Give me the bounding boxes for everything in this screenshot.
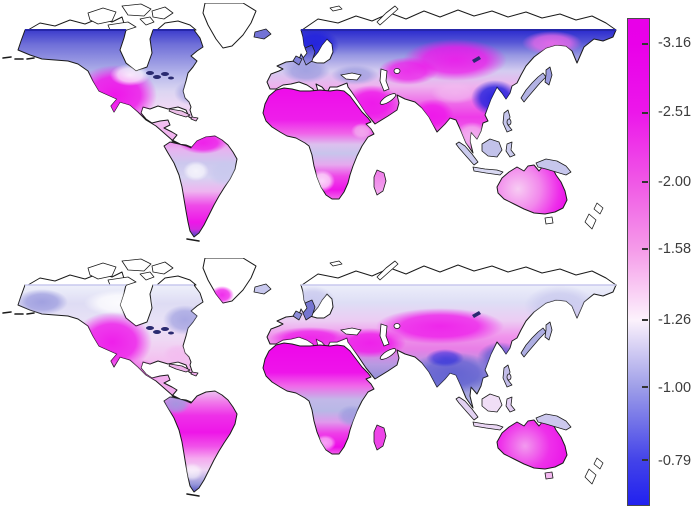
aleutian-islands-bottom	[2, 311, 35, 315]
colorbar-tick	[642, 111, 648, 114]
hispaniola-top	[190, 116, 199, 122]
sumatra-bottom	[455, 396, 479, 421]
colorbar-tick	[642, 386, 648, 389]
aleutian-islands-top	[2, 56, 35, 60]
colorbar-tick-label: -3.16	[658, 34, 692, 51]
sulawesi-top	[505, 141, 516, 158]
colorbar-tick-label: -2.00	[658, 173, 692, 190]
java-bottom	[472, 421, 504, 431]
map-panel-bottom	[2, 258, 617, 497]
colorbar-gradient	[627, 18, 650, 506]
tasmania-bottom	[544, 471, 554, 480]
iceland-top	[253, 28, 272, 40]
sulawesi-bottom	[505, 396, 516, 413]
japan-bottom	[520, 327, 547, 358]
japan-top	[520, 72, 547, 103]
colorbar-tick	[642, 459, 648, 462]
inland-seas-top	[146, 56, 512, 126]
greenland-magenta-spot	[210, 286, 234, 303]
map-panel-top	[2, 3, 617, 242]
africa-bottom	[262, 342, 375, 455]
greenland-top	[202, 3, 257, 49]
colorbar-tick-label: -0.79	[658, 453, 692, 470]
hispaniola-bottom	[190, 371, 199, 377]
sakhalin-top	[544, 66, 553, 86]
borneo-top	[481, 138, 503, 158]
colorbar-tick-label: -1.00	[658, 379, 692, 396]
new-zealand-south-bottom	[584, 468, 597, 485]
colorbar-tick-label: -2.51	[658, 104, 692, 121]
colorbar-tick-label: -1.26	[658, 312, 692, 329]
tasmania-top	[544, 216, 554, 225]
inland-seas-bottom	[146, 311, 512, 381]
madagascar-bottom	[373, 424, 387, 451]
sumatra-top	[455, 141, 479, 166]
java-top	[472, 166, 504, 176]
madagascar-top	[373, 169, 387, 196]
iceland-bottom	[253, 283, 272, 295]
colorbar: -3.16 -2.51 -2.00 -1.58 -1.26 -1.00 -0.7…	[627, 18, 696, 506]
colorbar-tick-label: -1.58	[658, 240, 692, 257]
persian-gulf	[379, 348, 397, 360]
colorbar-tick	[642, 318, 648, 321]
new-zealand-south-top	[584, 213, 597, 230]
new-zealand-north-bottom	[593, 457, 604, 470]
colorbar-tick	[642, 181, 648, 184]
persian-gulf	[379, 93, 397, 105]
sakhalin-bottom	[544, 321, 553, 341]
new-zealand-north-top	[593, 202, 604, 215]
borneo-bottom	[481, 393, 503, 413]
colorbar-tick	[642, 247, 648, 250]
colorbar-tick	[642, 42, 648, 45]
africa-top	[262, 87, 375, 200]
